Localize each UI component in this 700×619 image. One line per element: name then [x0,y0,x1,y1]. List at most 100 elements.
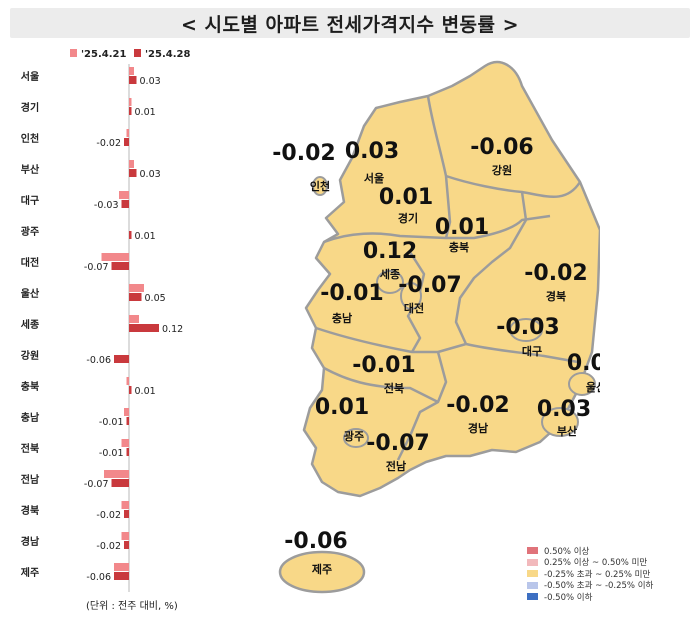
bar-this-week [114,355,129,363]
region-value: 0.01 [379,185,433,210]
daejeon-area [400,282,422,310]
region-name: 충북 [449,240,469,254]
category-label: 전북 [21,442,39,455]
data-label: -0.06 [86,355,111,366]
region-name: 경북 [546,289,566,303]
region-value: 0.12 [363,239,417,264]
legend-swatch [527,558,538,566]
bar-this-week [126,417,129,425]
region-name: 제주 [312,562,332,576]
bar-prev-week [129,98,132,106]
jeju-island [278,550,366,594]
legend-item: 0.25% 이상 ~ 0.50% 미만 [527,557,653,569]
category-label: 울산 [21,287,40,300]
category-label: 광주 [21,226,39,238]
legend-swatch [527,581,538,589]
category-label: 제주 [21,566,39,579]
region-value: -0.02 [272,141,335,166]
bar-prev-week [101,253,129,261]
data-label: 0.01 [135,231,156,242]
bar-this-week [129,76,137,84]
bar-prev-week [129,315,139,323]
region-name: 강원 [492,163,512,177]
data-label: -0.02 [96,541,121,552]
region-value: -0.06 [284,529,347,554]
busan-area [541,407,579,437]
data-label: 0.03 [140,169,161,180]
legend-label-1: '25.4.21 [81,49,126,60]
bar-this-week [121,200,129,208]
data-label: -0.03 [94,200,119,211]
category-label: 경기 [21,101,39,114]
legend-swatch [527,593,538,601]
bar-prev-week [121,439,129,447]
region-name: 경남 [468,421,488,435]
category-label: 경남 [21,535,40,548]
chart-title: < 시도별 아파트 전세가격지수 변동률 > [180,13,520,36]
bar-chart: '25.4.21 '25.4.28 서울 0.03 경기 0.01 인천 -0.02 부산 0.0… [21,49,190,592]
bar-prev-week [129,67,134,75]
legend-item: -0.25% 초과 ~ 0.25% 미만 [527,568,653,580]
daegu-area [509,318,543,342]
bar-this-week [111,479,129,487]
category-label: 전남 [21,473,40,486]
bar-this-week [129,107,132,115]
region-name: 경기 [398,211,418,225]
bar-this-week [129,169,137,177]
bar-legend: '25.4.21 '25.4.28 [70,49,190,60]
region-name: 서울 [364,171,384,185]
bar-this-week [129,386,132,394]
incheon-island [312,176,328,196]
legend-swatch [527,547,538,555]
legend-item: -0.50% 이하 [527,591,653,603]
region-value: -0.06 [470,135,533,160]
region-name: 전북 [384,381,404,395]
data-label: -0.01 [99,417,124,428]
region-value: -0.02 [524,261,587,286]
data-label: 0.05 [145,293,166,304]
legend-label: -0.50% 초과 ~ -0.25% 이하 [544,581,654,592]
bar-this-week [124,541,129,549]
bar-prev-week [124,408,129,416]
category-label: 대구 [21,194,39,207]
map-legend: 0.50% 이상 0.25% 이상 ~ 0.50% 미만 -0.25% 초과 ~ 0… [527,545,653,603]
region-value: -0.01 [320,281,383,306]
bar-prev-week [104,470,129,478]
region-value: 0.01 [435,215,489,240]
region-name: 세종 [380,267,400,281]
chart-title-bar: < 시도별 아파트 전세가격지수 변동률 > [10,8,690,38]
data-label: 0.01 [135,386,156,397]
data-label: -0.06 [86,572,111,583]
bar-this-week [129,231,132,239]
region-name: 전남 [386,459,406,473]
region-value: 0.03 [537,397,591,422]
category-label: 대전 [21,256,39,269]
region-value: -0.03 [496,315,559,340]
legend-label: 0.50% 이상 [544,546,590,557]
bar-this-week [124,138,129,146]
gwangju-area [343,428,369,448]
region-name: 인천 [310,179,330,193]
category-label: 충남 [21,411,40,424]
legend-swatch-1 [70,49,77,57]
region-name: 충남 [332,311,352,325]
unit-note: (단위 : 전주 대비, %) [86,601,178,612]
region-value: -0.02 [446,393,509,418]
bar-this-week [114,572,129,580]
category-label: 강원 [21,349,39,362]
sejong-area [376,270,404,294]
region-name: 대전 [404,301,424,315]
region-value: 0.05 [567,351,600,376]
category-label: 충북 [21,380,39,393]
legend-label: 0.25% 이상 ~ 0.50% 미만 [544,558,648,569]
data-label: -0.07 [84,479,109,490]
legend-label: -0.25% 초과 ~ 0.25% 미만 [544,569,651,580]
region-name: 울산 [586,380,600,394]
legend-item: 0.50% 이상 [527,545,653,557]
legend-label: -0.50% 이하 [544,592,593,603]
bar-this-week [124,510,129,518]
bar-prev-week [126,377,129,385]
category-label: 인천 [21,132,39,145]
legend-swatch [527,570,538,578]
